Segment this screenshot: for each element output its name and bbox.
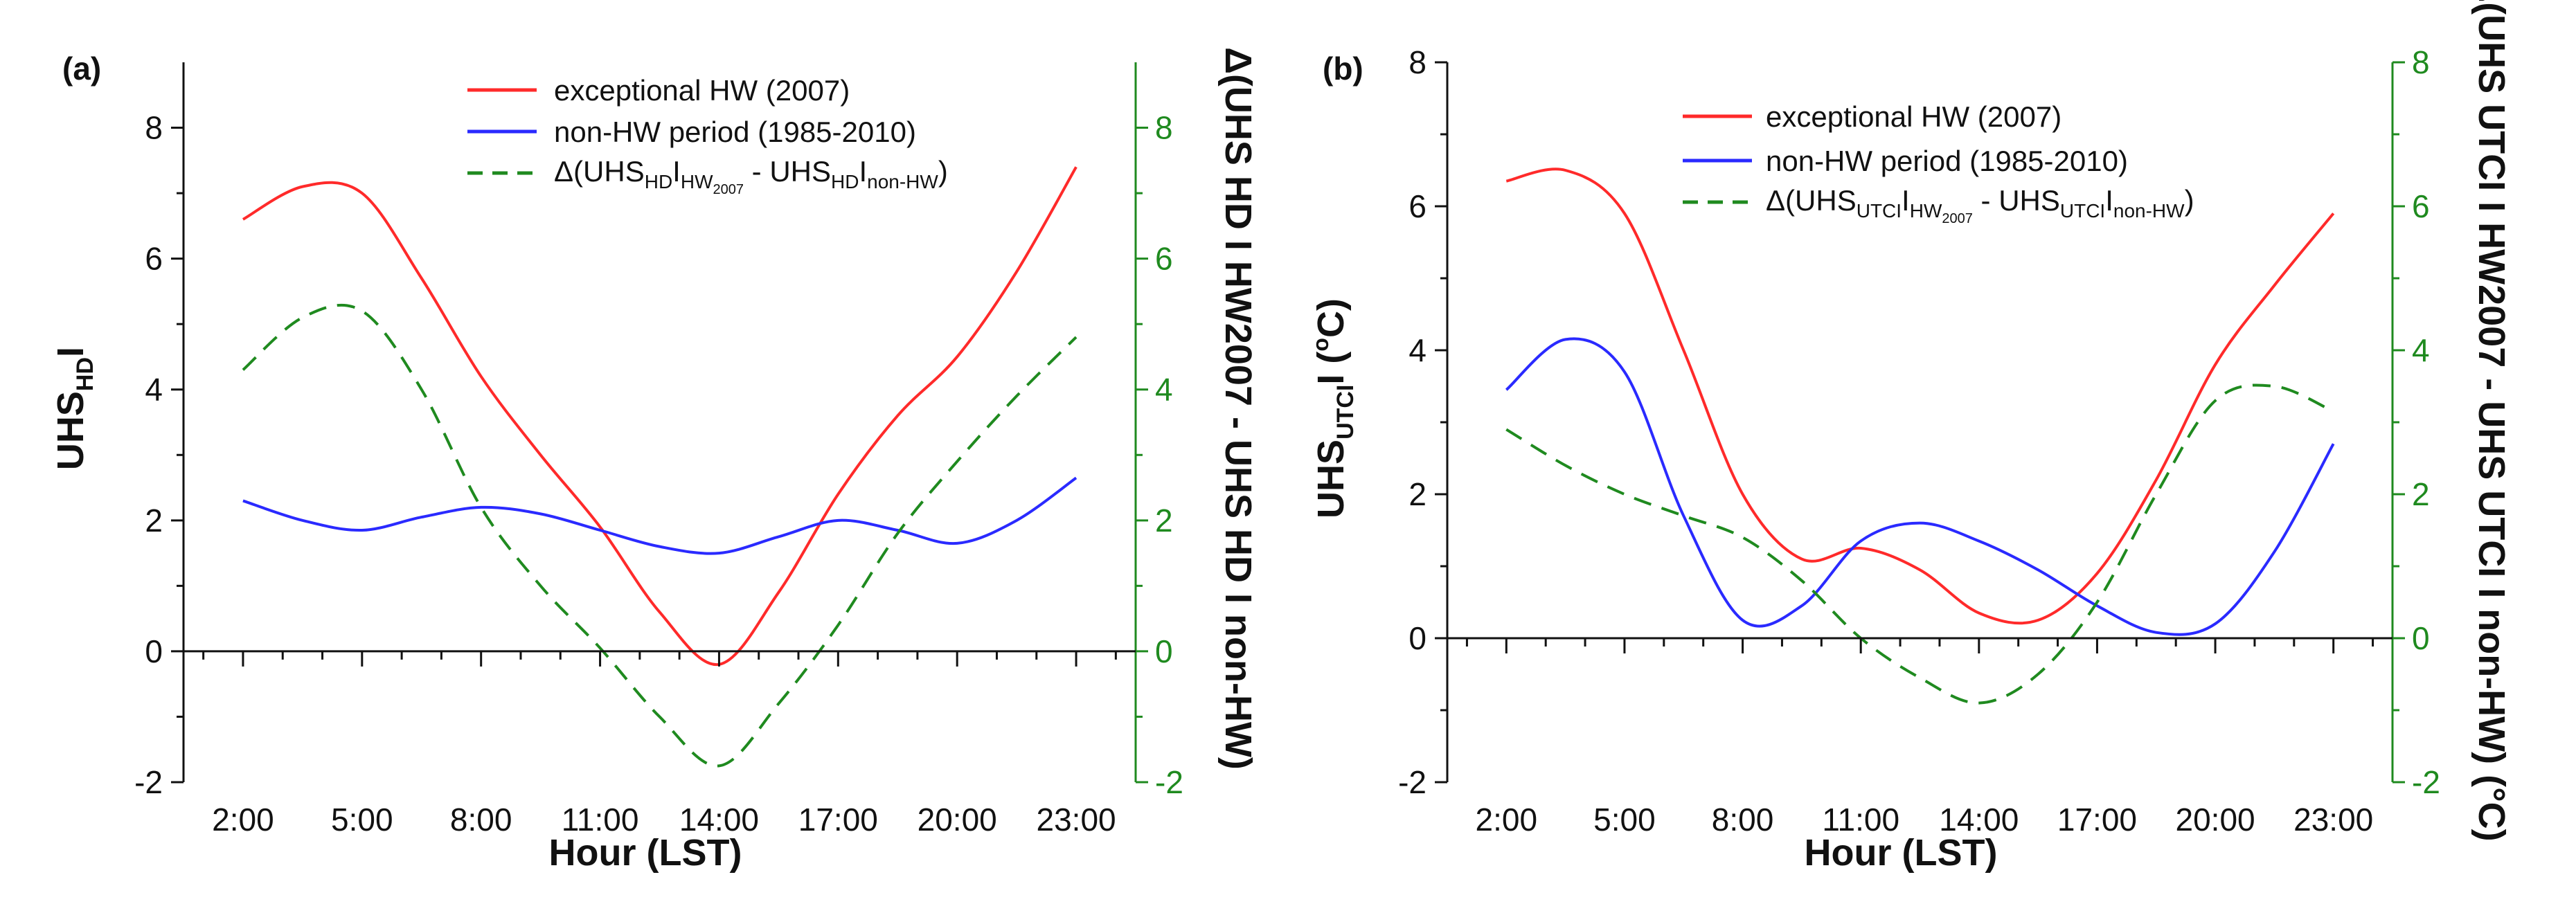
legend: exceptional HW (2007) non-HW period (198… [1683,100,2194,226]
y-right-tick-label: 8 [2412,44,2430,80]
series-delta-line [242,303,1077,768]
x-tick-label: 23:00 [2293,802,2373,838]
y-axis-left-title: UHSUTCII (oC) [1308,298,1359,518]
y-left-tick-label: -2 [1398,764,1426,800]
y-left-tick-label: 8 [1408,44,1426,80]
y-left-tail: I [50,347,91,357]
x-tick-label: 2:00 [212,802,274,838]
series-nonhw-line [242,476,1077,555]
y-right-tick-label: 0 [2412,620,2430,656]
y-axis-left-title: UHSHDI [50,347,98,470]
series-lines [1505,168,2335,705]
y-right-tick-label: 2 [2412,476,2430,512]
y-right-title-text: Δ(UHS HD I HW2007 - UHS HD I non-HW) [1217,47,1259,770]
panel-b-chart: (b) 2:00 5:00 8:00 11:00 14:00 17:00 20:00 23:0… [1308,0,2512,874]
y-right-tick-label: 6 [2412,188,2430,224]
axes [171,62,1148,784]
x-tick-label: 8:00 [450,802,512,838]
y-left-sub: HD [72,357,98,391]
legend: exceptional HW (2007) non-HW period (198… [467,74,948,197]
x-tick-label: 8:00 [1712,802,1774,838]
x-tick-label: 11:00 [1822,802,1899,838]
tick-labels: 2:00 5:00 8:00 11:00 14:00 17:00 20:00 23:00 -2 0… [134,110,1183,838]
tick-labels: 2:00 5:00 8:00 11:00 14:00 17:00 20:00 23:00 -2 0… [1398,44,2440,838]
y-right-tick-label: 4 [1155,372,1173,408]
y-right-tick-label: 2 [1155,503,1173,539]
y-left-tick-label: 0 [145,633,163,669]
x-tick-label: 5:00 [331,802,393,838]
y-left-tick-label: 2 [1408,476,1426,512]
legend-label-hw: exceptional HW (2007) [1766,100,2061,133]
legend-label-nonhw: non-HW period (1985-2010) [554,116,916,148]
series-hw-line [242,166,1077,666]
x-axis-title: Hour (LST) [1805,832,1998,874]
panel-label: (b) [1323,51,1363,87]
y-left-main: UHS [50,391,91,470]
legend-label-delta: Δ(UHSHDIHW2007 - UHSHDInon-HW) [554,155,948,197]
x-tick-label: 11:00 [562,802,639,838]
y-right-tick-label: 6 [1155,241,1173,277]
x-axis-title: Hour (LST) [549,832,742,874]
x-tick-label: 23:00 [1037,802,1116,838]
legend-label-hw: exceptional HW (2007) [554,74,850,107]
y-right-tick-label: 8 [1155,110,1173,146]
y-left-tick-label: 8 [145,110,163,146]
y-left-tick-label: -2 [134,764,163,800]
y-left-tick-label: 6 [1408,188,1426,224]
axes [1435,61,2405,784]
series-nonhw-line [1505,337,2335,636]
x-tick-label: 20:00 [2176,802,2255,838]
y-axis-right-title: Δ(UHS HD I HW2007 - UHS HD I non-HW) [1217,47,1259,770]
y-left-tick-label: 2 [145,503,163,539]
y-left-tick-label: 0 [1408,620,1426,656]
x-tick-label: 5:00 [1593,802,1656,838]
y-left-tick-label: 6 [145,241,163,277]
legend-label-nonhw: non-HW period (1985-2010) [1766,145,2128,177]
legend-label-delta: Δ(UHSUTCIIHW2007 - UHSUTCIInon-HW) [1766,184,2194,226]
y-left-tick-label: 4 [145,372,163,408]
x-tick-label: 14:00 [679,802,759,838]
series-lines [242,166,1077,768]
x-tick-label: 17:00 [798,802,878,838]
panel-label: (a) [62,51,101,87]
y-axis-right-title: Δ(UHS UTCI I HW2007 - UHS UTCI I non-HW)… [2471,0,2512,842]
x-tick-label: 20:00 [918,802,997,838]
y-right-tick-label: 4 [2412,332,2430,368]
y-right-tick-label: 0 [1155,633,1173,669]
x-tick-label: 17:00 [2057,802,2137,838]
series-delta-line [1505,383,2334,705]
x-tick-label: 2:00 [1476,802,1538,838]
panel-a-chart: (a) 2:00 5:00 8:00 11:00 14:00 17:00 20:00 23:0… [50,47,1259,874]
y-right-tick-label: -2 [2412,764,2440,800]
y-right-tick-label: -2 [1155,764,1183,800]
x-tick-label: 14:00 [1939,802,2019,838]
y-left-tick-label: 4 [1408,332,1426,368]
y-right-title-text: Δ(UHS UTCI I HW2007 - UHS UTCI I non-HW)… [2471,0,2512,842]
series-hw-line [1505,168,2335,625]
